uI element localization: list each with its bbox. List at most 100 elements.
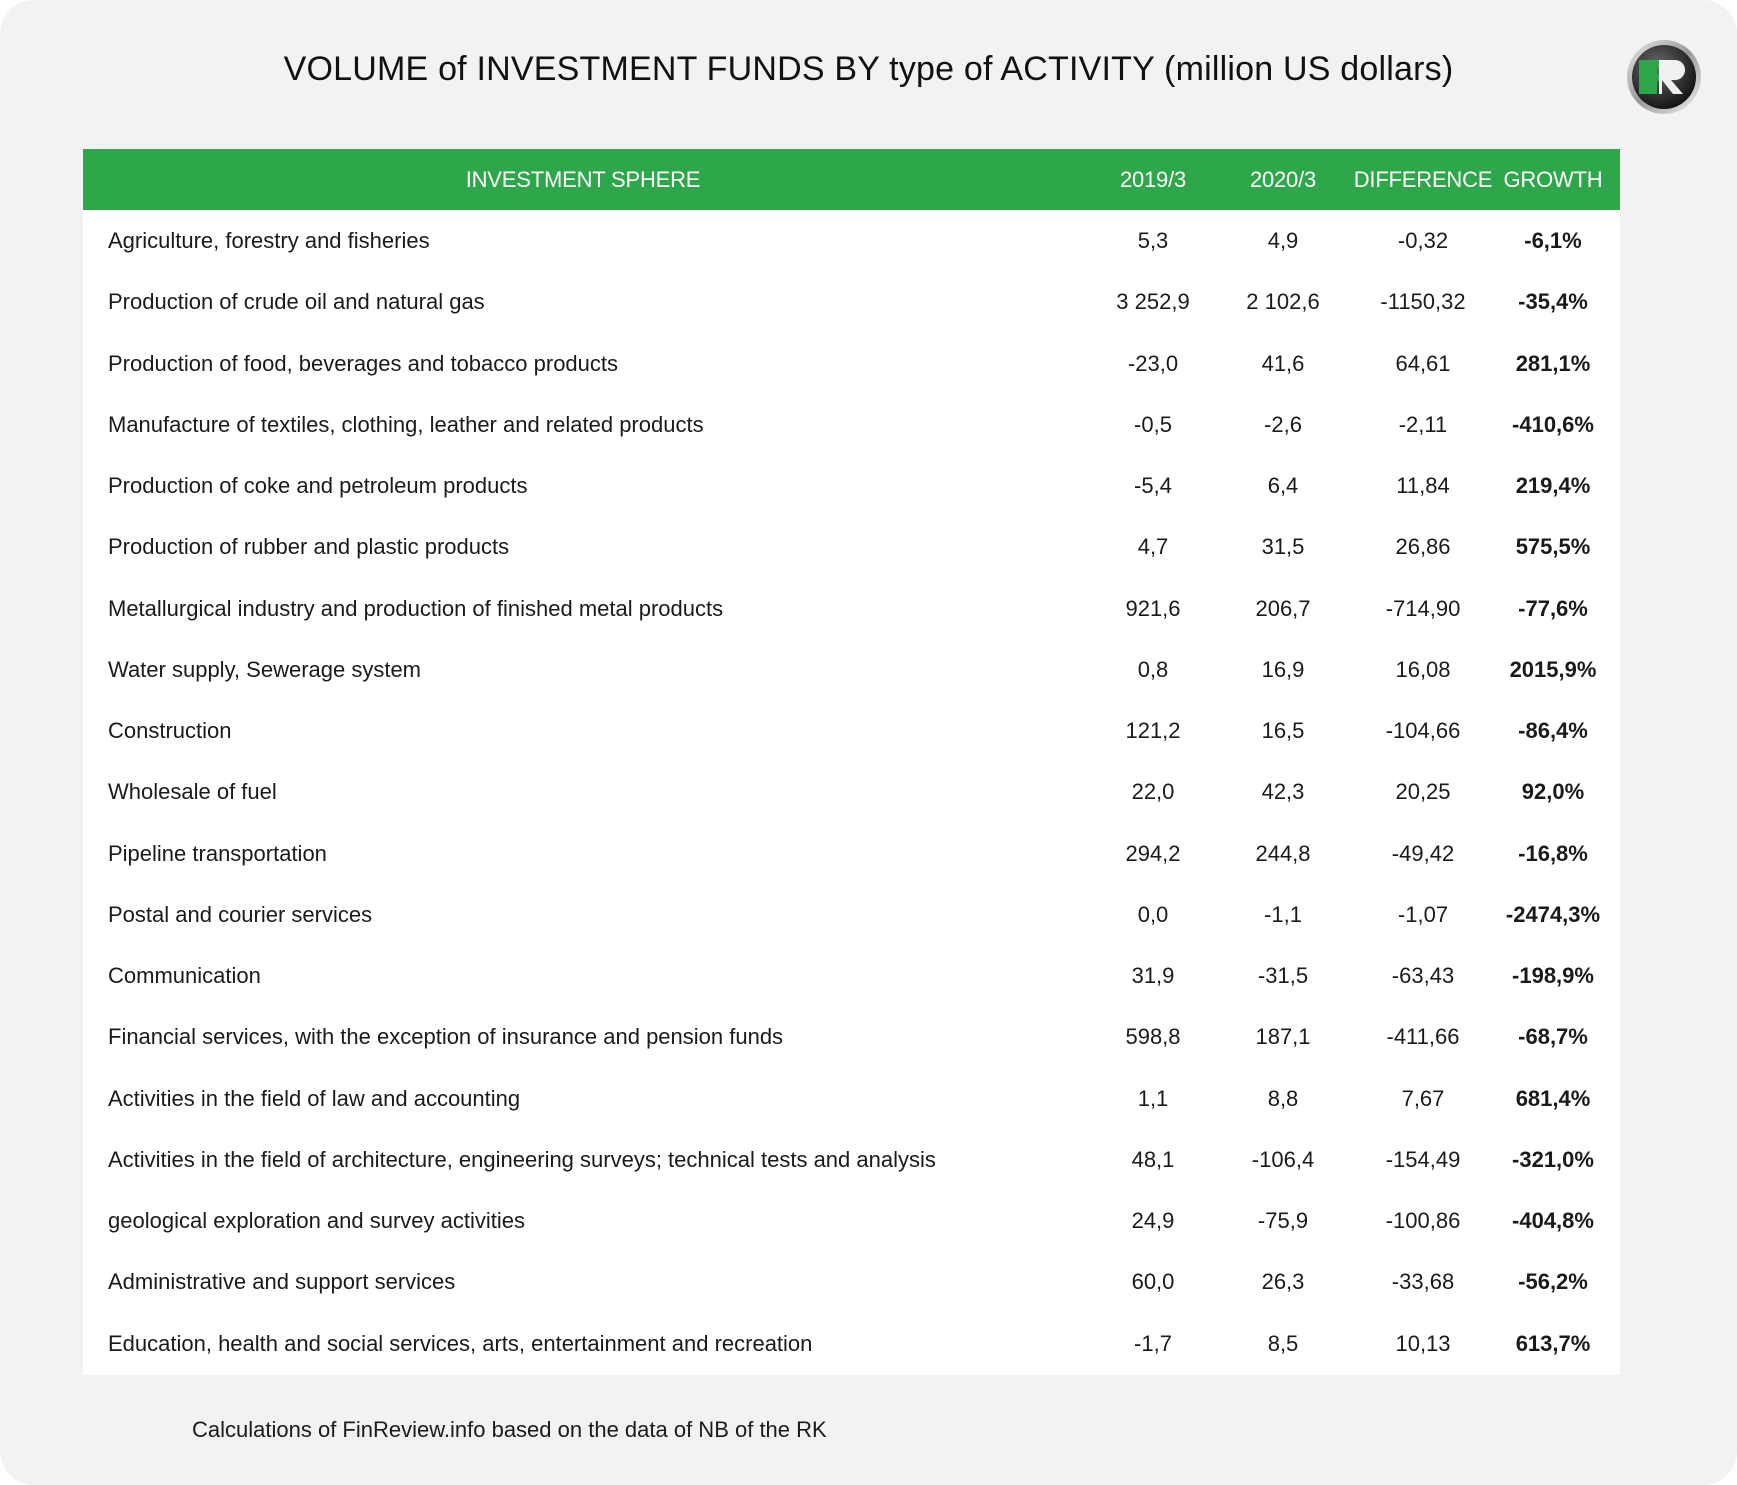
column-header-difference: DIFFERENCE — [1353, 167, 1493, 192]
row-2020-cell: 26,3 — [1261, 1269, 1305, 1295]
row-difference-cell: -0,32 — [1397, 228, 1449, 253]
row-growth-cell: -68,7% — [1518, 1024, 1588, 1050]
row-difference-cell: -100,86 — [1385, 1208, 1461, 1233]
row-growth-cell: -35,4% — [1518, 289, 1588, 315]
row-difference-cell: 64,61 — [1395, 350, 1451, 376]
page-title: VOLUME of INVESTMENT FUNDS BY type of AC… — [283, 50, 1454, 88]
table-row: Administrative and support services 60,0 2… — [83, 1251, 1620, 1312]
table-row: Production of coke and petroleum product… — [83, 455, 1620, 516]
table-row: Construction 121,2 16,5 -104,66 -86,4% — [83, 700, 1620, 761]
row-2019-cell: 0,8 — [1137, 656, 1169, 682]
row-2020-cell: 244,8 — [1255, 840, 1311, 866]
row-2019-cell: -23,0 — [1127, 350, 1179, 376]
row-sphere-cell: Communication — [108, 963, 261, 988]
row-difference-cell: 26,86 — [1395, 534, 1451, 560]
row-growth-cell: 219,4% — [1515, 473, 1591, 498]
row-difference-cell: -49,42 — [1391, 840, 1455, 866]
table-row: Agriculture, forestry and fisheries 5,3 4,… — [83, 210, 1620, 271]
finreview-logo-icon: FR — [1627, 40, 1701, 114]
row-2019-cell: 121,2 — [1125, 718, 1181, 743]
column-header-2020: 2020/3 — [1249, 167, 1317, 192]
row-2020-cell: 2 102,6 — [1246, 289, 1320, 315]
row-2019-cell: 3 252,9 — [1116, 289, 1190, 315]
row-2020-cell: -1,1 — [1264, 901, 1302, 927]
row-2019-cell: -1,7 — [1134, 1330, 1172, 1356]
source-note: Calculations of FinReview.info based on … — [192, 1417, 827, 1442]
row-sphere-cell: Construction — [108, 718, 232, 743]
row-growth-cell: -16,8% — [1518, 840, 1588, 866]
row-2019-cell: -0,5 — [1134, 411, 1172, 437]
table-row: Financial services, with the exception o… — [83, 1006, 1620, 1067]
row-growth-cell: -86,4% — [1518, 718, 1588, 743]
row-sphere-cell: Metallurgical industry and production of… — [108, 595, 724, 621]
table-row: Activities in the field of law and accou… — [83, 1068, 1620, 1129]
row-sphere-cell: Production of food, beverages and tobacc… — [108, 350, 619, 376]
row-growth-cell: 575,5% — [1515, 534, 1591, 560]
row-growth-cell: -2474,3% — [1505, 901, 1601, 927]
row-growth-cell: -6,1% — [1524, 228, 1582, 253]
row-sphere-cell: Production of rubber and plastic product… — [108, 534, 510, 560]
row-sphere-cell: Pipeline transportation — [108, 840, 327, 866]
row-sphere-cell: Production of coke and petroleum product… — [108, 473, 528, 498]
row-2020-cell: 16,9 — [1261, 656, 1305, 682]
row-sphere-cell: Agriculture, forestry and fisheries — [108, 228, 430, 253]
row-growth-cell: -321,0% — [1512, 1146, 1594, 1172]
row-2020-cell: 8,5 — [1267, 1330, 1299, 1356]
row-difference-cell: -1150,32 — [1380, 289, 1466, 315]
row-sphere-cell: Postal and courier services — [108, 901, 373, 927]
table-row: Water supply, Sewerage system 0,8 16,9 16,0… — [83, 639, 1620, 700]
row-2020-cell: 42,3 — [1261, 779, 1305, 805]
row-2019-cell: 921,6 — [1125, 595, 1181, 621]
row-growth-cell: -404,8% — [1512, 1208, 1594, 1233]
row-growth-cell: 681,4% — [1515, 1085, 1591, 1111]
row-2019-cell: 598,8 — [1125, 1024, 1181, 1050]
column-header-2019: 2019/3 — [1119, 167, 1187, 192]
table-header: INVESTMENT SPHERE 2019/3 2020/3 DIFFEREN… — [83, 149, 1620, 210]
row-difference-cell: -1,07 — [1397, 901, 1449, 927]
investment-table: INVESTMENT SPHERE 2019/3 2020/3 DIFFEREN… — [83, 149, 1620, 1375]
row-difference-cell: 7,67 — [1401, 1085, 1445, 1111]
row-difference-cell: 11,84 — [1396, 473, 1450, 498]
row-difference-cell: -63,43 — [1391, 963, 1455, 988]
row-2019-cell: 0,0 — [1137, 901, 1169, 927]
row-2020-cell: 6,4 — [1267, 473, 1299, 498]
row-difference-cell: -33,68 — [1391, 1269, 1455, 1295]
row-2020-cell: 206,7 — [1255, 595, 1311, 621]
row-growth-cell: -410,6% — [1512, 411, 1594, 437]
table-row: Activities in the field of architecture,… — [83, 1129, 1620, 1190]
row-growth-cell: 281,1% — [1515, 350, 1591, 376]
row-2020-cell: 4,9 — [1267, 228, 1299, 253]
row-sphere-cell: Activities in the field of law and accou… — [108, 1085, 521, 1111]
row-sphere-cell: Production of crude oil and natural gas — [108, 289, 485, 315]
table-row: Postal and courier services 0,0 -1,1 -1,07 -… — [83, 884, 1620, 945]
column-header-sphere: INVESTMENT SPHERE — [465, 167, 701, 192]
row-2020-cell: -2,6 — [1264, 411, 1302, 437]
row-2019-cell: 5,3 — [1137, 228, 1169, 253]
row-growth-cell: -56,2% — [1518, 1269, 1588, 1295]
row-sphere-cell: Activities in the field of architecture,… — [108, 1146, 936, 1172]
row-2019-cell: 24,9 — [1131, 1208, 1175, 1233]
row-2019-cell: 4,7 — [1137, 534, 1169, 560]
column-header-growth: GROWTH — [1503, 167, 1603, 192]
row-sphere-cell: Water supply, Sewerage system — [108, 656, 422, 682]
row-growth-cell: 92,0% — [1521, 779, 1585, 805]
table-row: Education, health and social services, a… — [83, 1313, 1620, 1374]
row-2019-cell: 60,0 — [1131, 1269, 1175, 1295]
row-2019-cell: 31,9 — [1131, 963, 1175, 988]
table-row: Pipeline transportation 294,2 244,8 -49,42 -… — [83, 823, 1620, 884]
table-row: geological exploration and survey activi… — [83, 1190, 1620, 1251]
table-row: Communication 31,9 -31,5 -63,43 -198,9% — [83, 945, 1620, 1006]
row-2020-cell: 16,5 — [1261, 718, 1305, 743]
table-row: Production of rubber and plastic product… — [83, 516, 1620, 577]
row-difference-cell: -2,11 — [1398, 411, 1448, 437]
row-sphere-cell: Manufacture of textiles, clothing, leath… — [108, 411, 704, 437]
row-growth-cell: -198,9% — [1512, 963, 1594, 988]
row-2020-cell: -106,4 — [1251, 1146, 1315, 1172]
row-difference-cell: -411,66 — [1386, 1024, 1460, 1050]
row-sphere-cell: Education, health and social services, a… — [108, 1330, 813, 1356]
table-row: Production of food, beverages and tobacc… — [83, 333, 1620, 394]
row-sphere-cell: geological exploration and survey activi… — [108, 1208, 526, 1233]
row-difference-cell: 20,25 — [1395, 779, 1451, 805]
row-2019-cell: 48,1 — [1131, 1146, 1175, 1172]
